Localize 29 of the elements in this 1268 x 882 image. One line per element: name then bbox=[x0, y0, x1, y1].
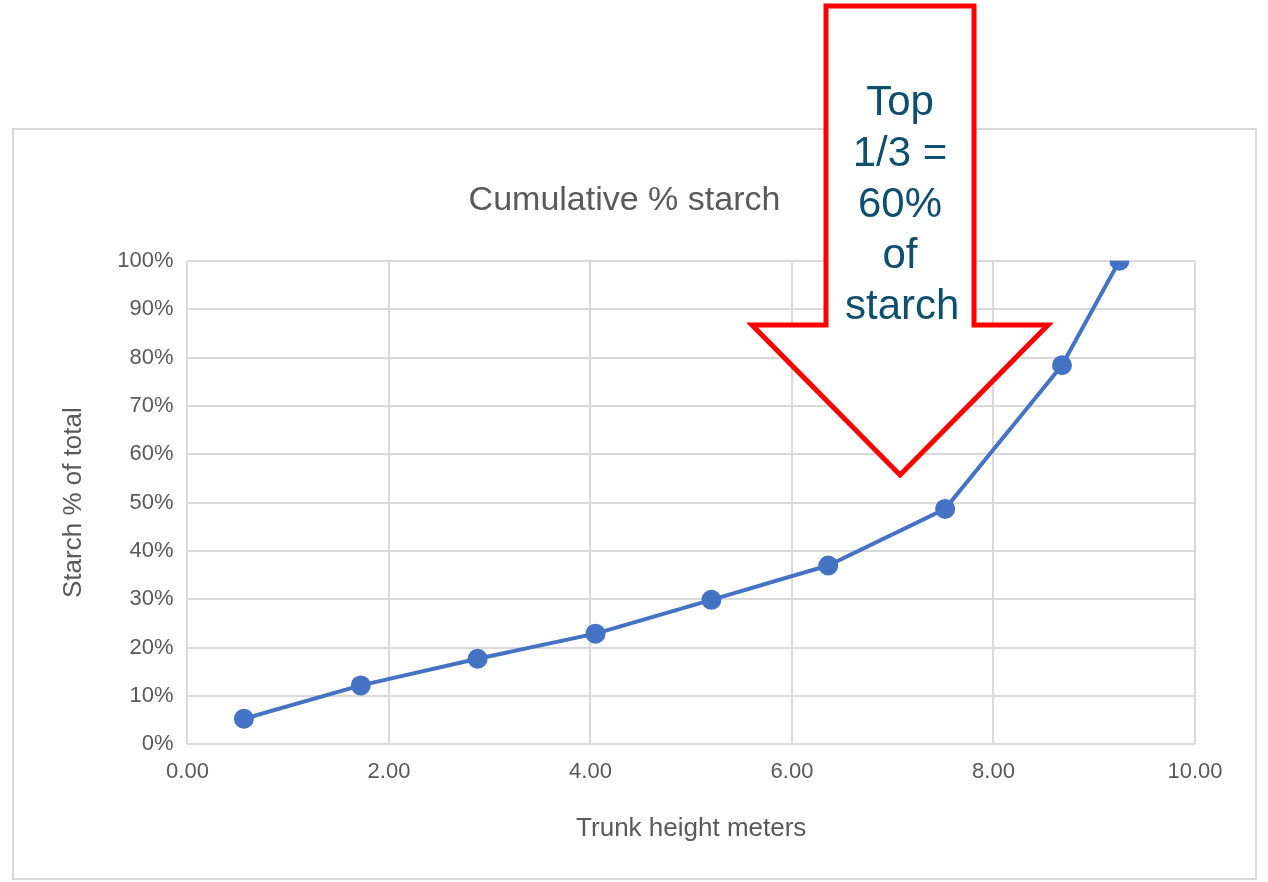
point bbox=[350, 675, 371, 696]
x-tick-label: 6.00 bbox=[770, 757, 814, 783]
y-tick-label: 0% bbox=[141, 730, 174, 756]
point bbox=[233, 708, 254, 729]
x-axis-title: Trunk height meters bbox=[576, 811, 807, 842]
point bbox=[467, 648, 488, 669]
y-tick-label: 100% bbox=[117, 246, 174, 272]
y-axis-title: Starch % of total bbox=[56, 407, 87, 598]
x-tick-label: 2.00 bbox=[367, 757, 411, 783]
point bbox=[935, 498, 956, 519]
annotation: Top 1/3 = 60% of starch bbox=[845, 76, 960, 330]
y-tick-label: 50% bbox=[129, 488, 174, 514]
point bbox=[818, 555, 839, 576]
x-tick-label: 4.00 bbox=[569, 757, 612, 783]
point bbox=[585, 623, 606, 644]
y-tick-label: 70% bbox=[129, 391, 174, 417]
y-tick-label: 80% bbox=[129, 343, 174, 369]
chart-title: Cumulative % starch bbox=[468, 178, 781, 217]
y-tick-label: 30% bbox=[129, 585, 174, 611]
y-tick-label: 10% bbox=[129, 682, 174, 708]
y-tick-label: 60% bbox=[129, 440, 174, 466]
x-tick-label: 8.00 bbox=[972, 757, 1015, 783]
point bbox=[701, 589, 722, 610]
y-tick-label: 20% bbox=[129, 633, 174, 659]
y-tick-label: 40% bbox=[129, 537, 174, 563]
y-tick-label: 90% bbox=[129, 295, 174, 321]
x-tick-label: 10.00 bbox=[1167, 757, 1223, 783]
x-tick-label: 0.00 bbox=[166, 757, 209, 783]
point bbox=[1052, 355, 1073, 376]
